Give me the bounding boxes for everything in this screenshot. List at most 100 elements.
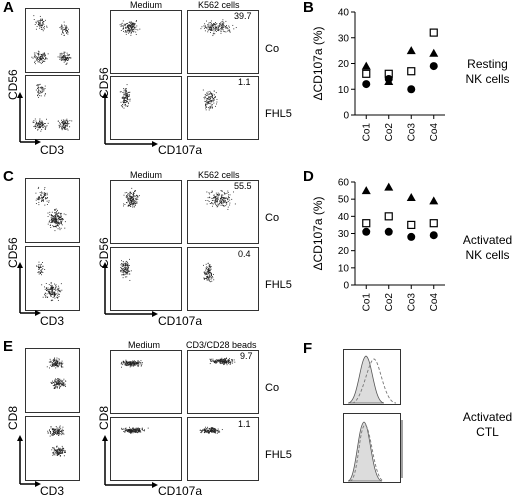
event-dot <box>58 215 60 217</box>
event-dot <box>232 24 234 26</box>
event-dot <box>130 34 132 36</box>
event-dot <box>40 56 42 58</box>
event-dot <box>210 265 211 267</box>
event-dot <box>48 430 50 432</box>
event-dot <box>211 28 213 30</box>
event-dot <box>55 218 57 220</box>
event-dot <box>221 191 223 192</box>
event-dot <box>214 28 216 30</box>
event-dot <box>127 29 129 31</box>
event-dot <box>208 276 210 278</box>
event-dot <box>224 358 226 359</box>
event-dot <box>41 87 43 88</box>
event-dot <box>209 102 210 104</box>
event-dot <box>47 215 49 217</box>
event-dot <box>126 202 128 204</box>
event-dot <box>226 361 228 363</box>
event-dot <box>53 429 55 431</box>
event-dot <box>65 214 67 216</box>
event-dot <box>126 92 128 94</box>
event-dot <box>123 267 125 268</box>
event-dot <box>136 428 138 430</box>
event-dot <box>203 278 205 280</box>
event-dot <box>60 452 62 454</box>
dot-cloud <box>123 187 140 208</box>
event-dot <box>52 220 54 221</box>
event-dot <box>132 364 134 366</box>
event-dot <box>222 199 224 201</box>
event-dot <box>124 363 126 365</box>
event-dot <box>63 382 65 383</box>
y-tick-label: 10 <box>338 85 350 96</box>
event-dot <box>134 431 136 433</box>
event-dot <box>220 202 222 204</box>
event-dot <box>48 292 50 293</box>
event-dot <box>58 454 59 456</box>
event-dot <box>63 61 65 63</box>
event-dot <box>51 284 53 286</box>
event-dot <box>50 285 52 287</box>
event-dot <box>41 58 43 60</box>
event-dot <box>208 101 210 103</box>
event-dot <box>61 224 63 226</box>
event-dot <box>130 365 132 366</box>
event-dot <box>36 20 38 22</box>
event-dot <box>64 227 66 229</box>
event-dot <box>54 292 55 294</box>
event-dot <box>64 57 66 59</box>
event-dot <box>216 103 217 105</box>
event-dot <box>215 361 217 363</box>
event-dot <box>33 56 35 58</box>
event-dot <box>222 27 224 29</box>
event-dot <box>132 29 134 31</box>
event-dot <box>218 431 220 433</box>
flow-plot-a-fhl5-k562 <box>187 76 259 140</box>
event-dot <box>210 266 212 268</box>
event-dot <box>214 360 216 362</box>
event-dot <box>54 429 56 430</box>
event-dot <box>129 30 131 32</box>
event-dot <box>221 196 223 197</box>
event-dot <box>130 26 132 28</box>
event-dot <box>205 426 207 428</box>
event-dot <box>37 271 39 273</box>
event-dot <box>44 55 46 57</box>
event-dot <box>208 430 210 432</box>
event-dot <box>137 195 139 197</box>
event-dot <box>53 365 55 367</box>
event-dot <box>63 126 65 128</box>
event-dot <box>208 266 210 267</box>
event-dot <box>123 361 125 363</box>
event-dot <box>54 226 56 228</box>
event-dot <box>214 431 216 433</box>
event-dot <box>51 292 53 294</box>
event-dot <box>41 86 43 88</box>
event-dot <box>138 361 140 363</box>
x-tick-label: Co2 <box>384 123 395 142</box>
event-dot <box>208 265 210 267</box>
event-dot <box>43 188 45 190</box>
event-dot <box>37 122 39 124</box>
event-dot <box>56 365 58 366</box>
event-dot <box>124 94 126 96</box>
event-dot <box>55 367 57 369</box>
event-dot <box>59 378 61 380</box>
event-dot <box>37 20 39 22</box>
event-dot <box>229 30 231 32</box>
event-dot <box>208 277 210 279</box>
event-dot <box>209 197 211 199</box>
event-dot <box>131 26 133 28</box>
event-dot <box>62 447 64 449</box>
event-dot <box>63 58 65 60</box>
event-dot <box>217 28 219 30</box>
event-dot <box>210 271 212 273</box>
event-dot <box>224 26 226 28</box>
event-dot <box>61 433 63 435</box>
event-dot <box>207 31 209 33</box>
event-dot <box>204 429 205 431</box>
event-dot <box>213 30 215 32</box>
event-dot <box>217 430 219 431</box>
event-dot <box>211 94 213 96</box>
event-dot <box>42 56 44 58</box>
event-dot <box>228 29 230 31</box>
